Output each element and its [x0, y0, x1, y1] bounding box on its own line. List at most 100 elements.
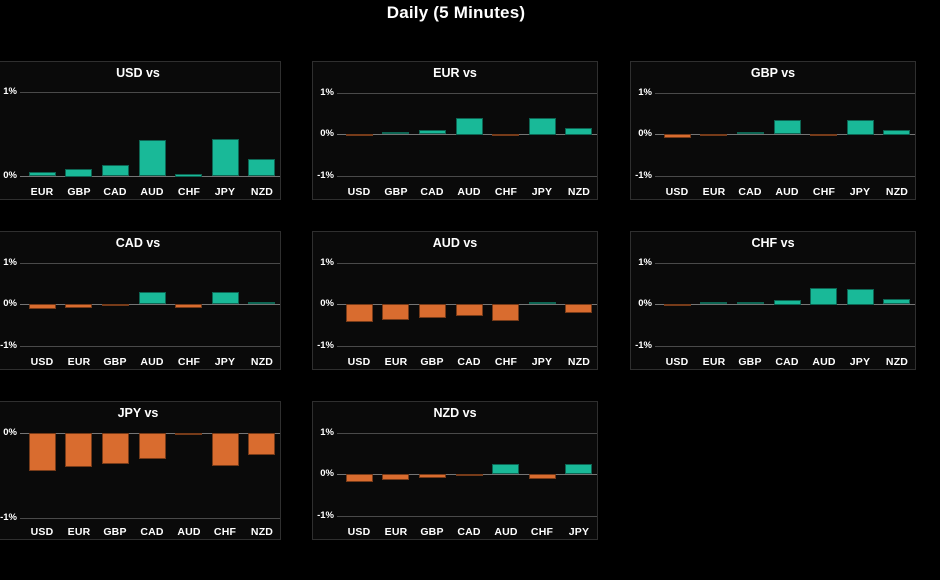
chart-panel-usd-vs: USD vs 1% 0% EUR GBP CAD AUD CHF JPY NZD: [0, 61, 281, 200]
bar-cad-vs-eur: [65, 304, 92, 308]
bar-chf-vs-jpy: [847, 289, 874, 305]
bar-nzd-vs-aud: [492, 464, 519, 474]
bar-usd-vs-chf: [175, 174, 202, 177]
chart-panel-gbp-vs: GBP vs 1% 0% -1% USD EUR CAD AUD CHF JPY NZD: [630, 61, 916, 200]
x-axis-label: CHF: [494, 356, 518, 368]
bar-eur-vs-aud: [456, 118, 483, 135]
bar-cad-vs-nzd: [248, 302, 275, 304]
zero-gridline: [20, 304, 280, 305]
x-axis-label: EUR: [384, 356, 408, 368]
y-tick-label: 0%: [320, 128, 334, 139]
chart-panel-jpy-vs: JPY vs 0% -1% USD EUR GBP CAD AUD CHF NZD: [0, 401, 281, 540]
x-axis-label: NZD: [885, 186, 909, 198]
x-axis-label: CAD: [420, 186, 444, 198]
y-tick-label: -1%: [317, 510, 334, 521]
gridline: [655, 93, 915, 94]
bar-nzd-vs-cad: [456, 474, 483, 476]
bar-chf-vs-aud: [810, 288, 837, 305]
bar-aud-vs-cad: [456, 304, 483, 316]
chart-title: AUD vs: [432, 236, 478, 250]
x-axis-label: GBP: [738, 356, 762, 368]
y-tick-label: -1%: [0, 340, 17, 351]
bar-cad-vs-usd: [29, 304, 56, 309]
y-tick-label: 0%: [320, 468, 334, 479]
bar-usd-vs-gbp: [65, 169, 92, 177]
bar-cad-vs-jpy: [212, 292, 239, 304]
y-tick-label: 1%: [320, 427, 334, 438]
chart-panel-chf-vs: CHF vs 1% 0% -1% USD EUR GBP CAD AUD JPY NZD: [630, 231, 916, 370]
chart-title: EUR vs: [433, 66, 477, 80]
bar-eur-vs-nzd: [565, 128, 592, 135]
x-axis-label: GBP: [67, 186, 91, 198]
bar-eur-vs-gbp: [382, 132, 409, 134]
page-title: Daily (5 Minutes): [386, 3, 526, 22]
chart-panel-cad-vs: CAD vs 1% 0% -1% USD EUR GBP AUD CHF JPY NZD: [0, 231, 281, 370]
gridline: [20, 92, 280, 93]
bar-cad-vs-gbp: [102, 304, 129, 306]
y-tick-label: 1%: [638, 257, 652, 268]
x-axis-label: JPY: [214, 356, 236, 368]
bar-chf-vs-nzd: [883, 299, 910, 304]
x-axis-label: JPY: [568, 526, 590, 538]
gridline: [337, 516, 597, 517]
x-axis-label: GBP: [103, 356, 127, 368]
x-axis-label: CHF: [177, 356, 201, 368]
y-tick-label: -1%: [0, 512, 17, 523]
x-axis-label: EUR: [702, 186, 726, 198]
x-axis-label: NZD: [250, 186, 274, 198]
bar-nzd-vs-chf: [529, 474, 556, 479]
x-axis-label: USD: [30, 526, 54, 538]
x-axis-label: AUD: [812, 356, 836, 368]
y-tick-label: 1%: [3, 257, 17, 268]
x-axis-label: NZD: [250, 526, 274, 538]
y-tick-label: -1%: [317, 340, 334, 351]
x-axis-label: JPY: [849, 356, 871, 368]
x-axis-label: CAD: [457, 356, 481, 368]
gridline: [655, 263, 915, 264]
chart-title: CHF vs: [751, 236, 795, 250]
bar-usd-vs-aud: [139, 140, 166, 176]
bar-gbp-vs-jpy: [847, 120, 874, 135]
y-tick-label: 0%: [3, 298, 17, 309]
bar-aud-vs-jpy: [529, 302, 556, 304]
chart-panel-eur-vs: EUR vs 1% 0% -1% USD GBP CAD AUD CHF JPY NZD: [312, 61, 598, 200]
x-axis-label: AUD: [775, 186, 799, 198]
bar-chf-vs-usd: [664, 304, 691, 306]
bar-jpy-vs-chf: [212, 433, 239, 466]
bar-gbp-vs-usd: [664, 134, 691, 138]
x-axis-label: JPY: [531, 186, 553, 198]
bar-chf-vs-eur: [700, 302, 727, 304]
bar-aud-vs-chf: [492, 304, 519, 321]
y-tick-label: 0%: [3, 170, 17, 181]
x-axis-label: NZD: [567, 186, 591, 198]
x-axis-label: EUR: [384, 526, 408, 538]
x-axis-label: USD: [347, 526, 371, 538]
bar-eur-vs-cad: [419, 130, 446, 134]
x-axis-label: CHF: [494, 186, 518, 198]
bar-eur-vs-chf: [492, 134, 519, 136]
bar-usd-vs-nzd: [248, 159, 275, 176]
gridline: [655, 176, 915, 177]
x-axis-label: CHF: [213, 526, 237, 538]
chart-panel-aud-vs: AUD vs 1% 0% -1% USD EUR GBP CAD CHF JPY NZD: [312, 231, 598, 370]
x-axis-label: CAD: [103, 186, 127, 198]
bar-nzd-vs-eur: [382, 474, 409, 480]
bar-usd-vs-jpy: [212, 139, 239, 176]
chart-title: NZD vs: [433, 406, 477, 420]
x-axis-label: USD: [347, 356, 371, 368]
x-axis-label: NZD: [567, 356, 591, 368]
x-axis-label: EUR: [67, 526, 91, 538]
gridline: [337, 93, 597, 94]
gridline: [655, 346, 915, 347]
zero-gridline: [655, 134, 915, 135]
bar-usd-vs-eur: [29, 172, 56, 176]
gridline: [20, 518, 280, 519]
gridline: [20, 346, 280, 347]
gridline: [20, 263, 280, 264]
bar-jpy-vs-eur: [65, 433, 92, 467]
x-axis-label: GBP: [420, 356, 444, 368]
bar-aud-vs-nzd: [565, 304, 592, 313]
chart-title: GBP vs: [750, 66, 796, 80]
y-tick-label: 0%: [638, 128, 652, 139]
